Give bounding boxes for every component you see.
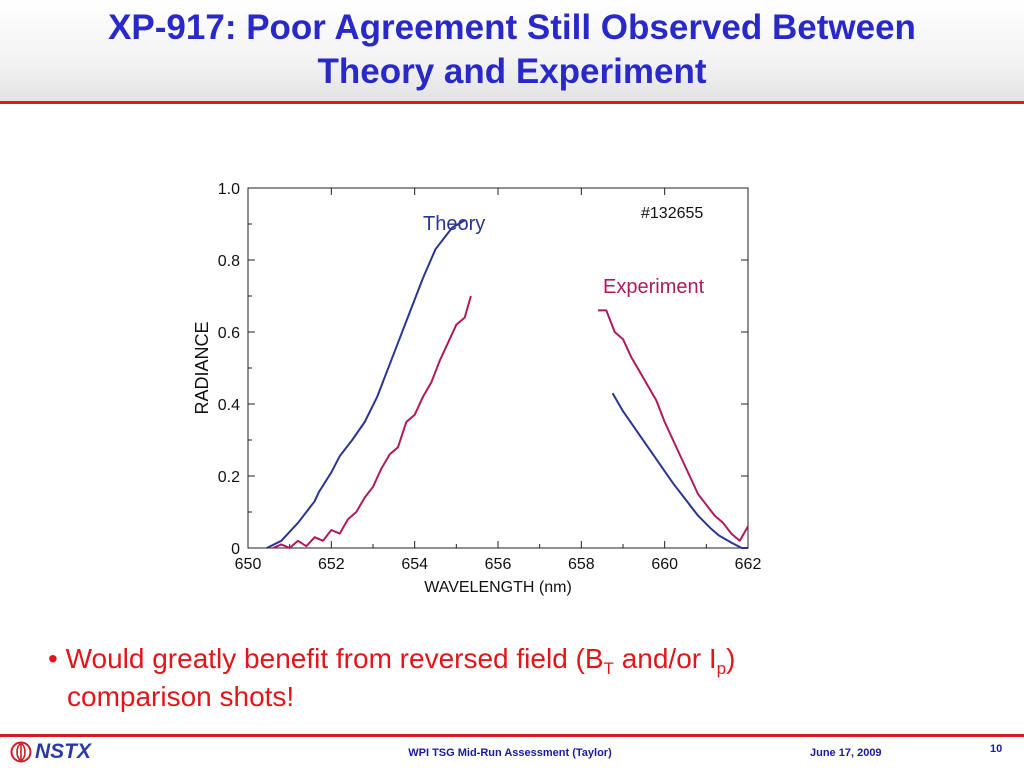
y-axis-label: RADIANCE [192,321,212,414]
x-tick-label: 656 [485,556,512,573]
series-label-experiment: Experiment [603,276,705,298]
x-tick-label: 654 [401,556,428,573]
slide-title: XP-917: Poor Agreement Still Observed Be… [0,6,1024,94]
page-number: 10 [990,743,1003,755]
y-tick-label: 0.4 [218,397,240,414]
title-band [0,0,1024,103]
x-tick-label: 652 [318,556,345,573]
shot-number-annotation: #132655 [641,205,703,222]
x-axis-label: WAVELENGTH (nm) [424,579,572,596]
x-tick-label: 658 [568,556,595,573]
series-line-experiment [272,295,472,549]
y-tick-label: 1.0 [218,181,240,198]
footer: NSTX WPI TSG Mid-Run Assessment (Taylor)… [0,737,1024,768]
y-tick-label: 0 [231,541,240,558]
footer-date: June 17, 2009 [810,747,882,759]
radiance-chart: 650 652 654 656 658 660 662 0 0.2 0.4 0.6 0.8 1.0 WAV… [192,181,762,596]
y-tick-label: 0.6 [218,325,240,342]
bullet-point: • Would greatly benefit from reversed fi… [48,640,988,716]
y-tick-label: 0.2 [218,469,240,486]
title-line-1: XP-917: Poor Agreement Still Observed Be… [108,8,916,47]
bullet-text-line-2: comparison shots! [67,681,295,712]
bullet-sub-1: T [603,659,614,678]
x-tick-label: 662 [735,556,762,573]
bullet-text-1: Would greatly benefit from reversed fiel… [65,643,604,674]
title-divider [0,101,1024,104]
nstx-logo-icon [10,741,32,763]
plot-frame [247,187,749,549]
y-tick-label: 0.8 [218,253,240,270]
bullet-text-2: and/or I [613,643,717,674]
series-label-theory: Theory [423,213,485,235]
series-line-theory [611,392,748,549]
bullet-sub-2: p [716,659,727,678]
series-line-experiment [598,309,749,542]
nstx-logo: NSTX [10,740,91,764]
logo-text: NSTX [35,740,92,763]
bullet-text-3: ) [726,643,736,674]
title-line-2: Theory and Experiment [317,52,707,91]
x-tick-label: 660 [651,556,678,573]
footer-divider [0,734,1024,737]
footer-title: WPI TSG Mid-Run Assessment (Taylor) [408,747,612,759]
bullet-marker: • [48,643,58,674]
series-line-theory [266,219,466,549]
x-tick-label: 650 [235,556,262,573]
